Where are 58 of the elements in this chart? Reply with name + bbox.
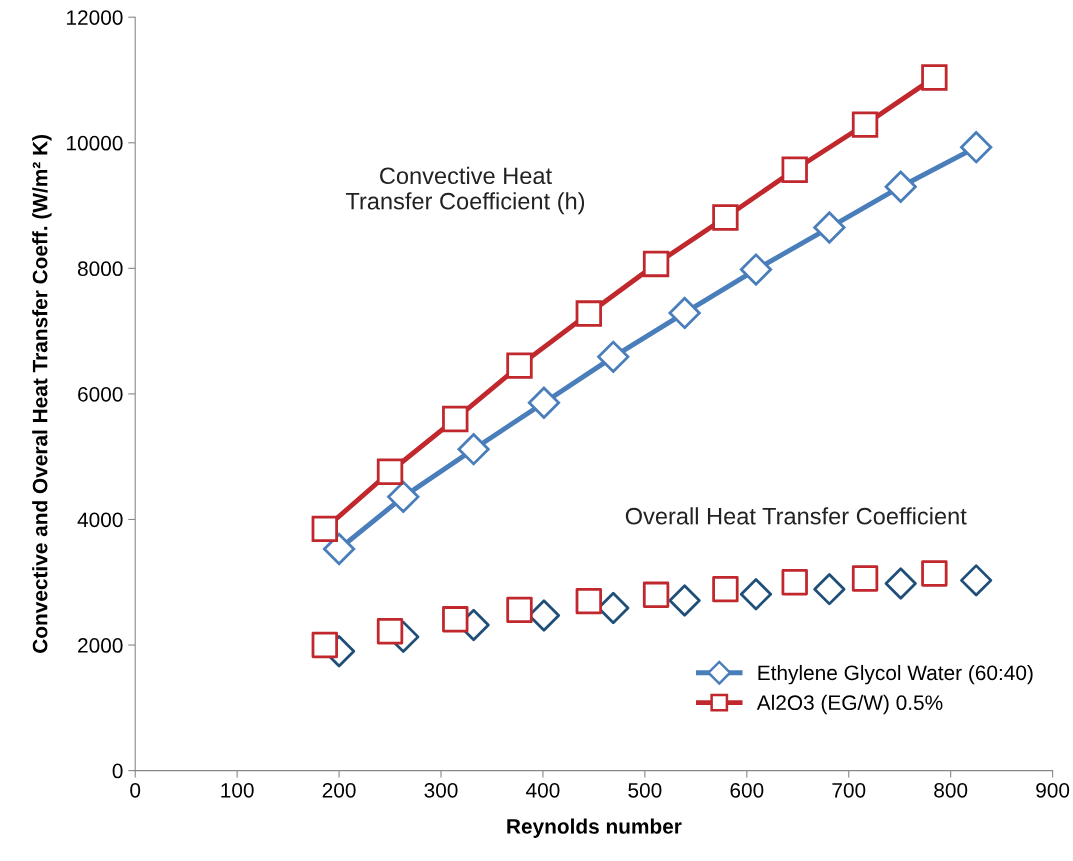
point [376,458,404,485]
y-tick-label: 12000 [67,10,123,25]
point [575,587,602,615]
point [597,340,630,373]
point [712,575,739,603]
x-tick-label: 300 [424,782,458,798]
point [506,596,533,624]
point [712,204,739,231]
x-tick-label: 800 [934,782,968,798]
point [457,433,490,466]
point [813,573,846,606]
y-tick-label: 10000 [67,135,123,151]
point [781,569,808,596]
point [668,584,701,617]
point [781,156,808,183]
y-tick-label: 8000 [77,261,123,277]
x-tick-label: 200 [322,782,356,798]
x-tick-label: 600 [730,782,764,798]
x-tick-label: 500 [628,782,662,798]
point [642,581,670,608]
point [527,386,561,419]
x-tick-label: 700 [832,782,866,798]
y-tick-label: 6000 [78,386,123,402]
point [442,405,469,433]
point [506,352,533,379]
point [851,565,879,592]
point [960,131,993,164]
x-tick-label: 400 [526,782,560,798]
point [884,170,917,203]
point [813,211,846,244]
y-tick-label: 4000 [77,512,123,528]
point [851,111,879,138]
point [311,631,338,659]
point [668,296,701,330]
point [311,515,338,543]
point [322,532,356,566]
point [642,250,670,278]
point [739,253,773,286]
point [921,560,948,587]
point [884,567,917,600]
y-tick-label: 0 [112,763,123,779]
x-tick-label: 100 [221,782,254,798]
point [442,606,469,633]
x-tick-label: 900 [1036,782,1070,798]
y-tick-label: 2000 [78,638,123,653]
point [739,578,773,611]
point [921,64,948,91]
x-axis-title: Reynolds number [507,818,682,838]
point [376,618,404,645]
legend-label: Ethylene Glycol Water (60:40) [758,664,1033,685]
point [575,300,602,327]
y-axis-title: Convective and Overal Heat Transfer Coeff. (W/m² K) [32,135,52,653]
point [960,564,993,597]
x-tick-label: 0 [130,782,141,798]
annotation: Overall Heat Transfer Coefficient [625,507,967,525]
annotation: Convective Heat Transfer Coefficient (h) [345,166,585,215]
point [387,480,420,513]
legend-label: Al2O3 (EG/W) 0.5% [756,694,943,715]
